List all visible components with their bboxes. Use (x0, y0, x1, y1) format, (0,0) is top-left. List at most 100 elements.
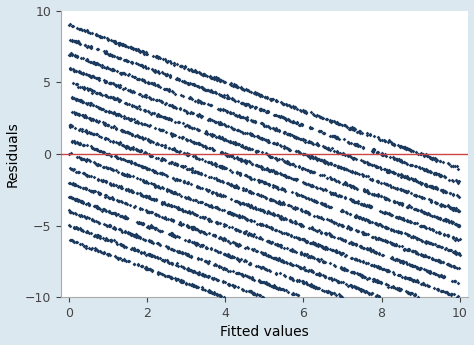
Point (334, 222, 342, 228)
Point (144, 251, 152, 256)
Point (137, 264, 145, 269)
Point (373, 250, 380, 255)
Point (213, 220, 221, 226)
Point (384, 182, 392, 188)
Point (257, 106, 265, 112)
Point (394, 272, 401, 277)
Point (68, 52, 75, 58)
Point (133, 248, 141, 253)
Point (323, 289, 330, 295)
Point (75, 112, 82, 118)
Point (246, 131, 254, 136)
Point (306, 126, 314, 131)
Point (146, 152, 154, 158)
Point (277, 200, 284, 206)
Point (115, 40, 122, 46)
Point (304, 154, 312, 159)
Point (185, 195, 192, 200)
Point (357, 201, 365, 207)
Point (152, 82, 159, 87)
Point (419, 281, 427, 287)
Point (178, 193, 185, 199)
Point (247, 218, 255, 224)
Point (164, 244, 172, 250)
Point (265, 209, 273, 215)
Point (119, 70, 127, 76)
Point (91, 61, 99, 67)
Point (247, 89, 255, 95)
Point (405, 276, 412, 282)
Point (163, 216, 170, 221)
Point (89, 73, 96, 79)
Point (318, 115, 325, 121)
Point (277, 113, 284, 119)
Point (219, 236, 227, 242)
Point (197, 199, 204, 205)
Point (248, 118, 256, 124)
Point (338, 151, 346, 157)
Point (123, 144, 131, 150)
Point (151, 126, 158, 131)
Point (221, 223, 228, 228)
Point (273, 127, 280, 132)
Point (227, 183, 235, 188)
Point (428, 156, 436, 162)
Point (234, 256, 241, 262)
Point (124, 129, 132, 135)
Point (256, 235, 264, 240)
Point (318, 158, 326, 163)
Point (257, 164, 265, 169)
Point (408, 262, 415, 268)
Point (398, 202, 405, 208)
Point (313, 113, 321, 118)
Point (311, 155, 319, 160)
Point (195, 84, 203, 90)
Point (408, 148, 415, 154)
Point (185, 196, 193, 201)
Point (117, 214, 125, 219)
Point (110, 224, 118, 230)
Point (105, 251, 112, 257)
Point (184, 152, 192, 158)
Point (73, 81, 81, 87)
Point (176, 63, 184, 69)
Point (346, 226, 354, 231)
Point (142, 178, 150, 184)
Point (384, 268, 392, 274)
Point (254, 134, 262, 139)
Point (336, 293, 344, 299)
Point (106, 180, 114, 186)
Point (391, 142, 398, 148)
Point (128, 116, 135, 122)
Point (287, 233, 294, 238)
Point (372, 278, 379, 283)
Point (268, 154, 275, 160)
Point (80, 186, 87, 191)
Point (249, 119, 257, 124)
Point (101, 208, 109, 213)
Point (246, 147, 254, 152)
Point (239, 87, 247, 92)
Point (242, 102, 249, 107)
Point (116, 83, 123, 88)
Point (147, 239, 155, 244)
Point (177, 63, 184, 68)
Point (395, 230, 402, 235)
Point (301, 251, 308, 257)
Point (332, 220, 340, 225)
Point (132, 233, 139, 239)
Point (304, 181, 312, 186)
Point (358, 273, 366, 278)
Point (339, 150, 347, 156)
Point (359, 158, 367, 164)
Point (291, 248, 298, 254)
Point (154, 183, 161, 189)
Point (80, 85, 88, 90)
Point (342, 180, 349, 186)
Point (428, 226, 436, 231)
Point (192, 283, 200, 289)
Point (162, 144, 169, 150)
Point (338, 223, 346, 229)
Point (340, 265, 348, 271)
Point (219, 107, 227, 112)
